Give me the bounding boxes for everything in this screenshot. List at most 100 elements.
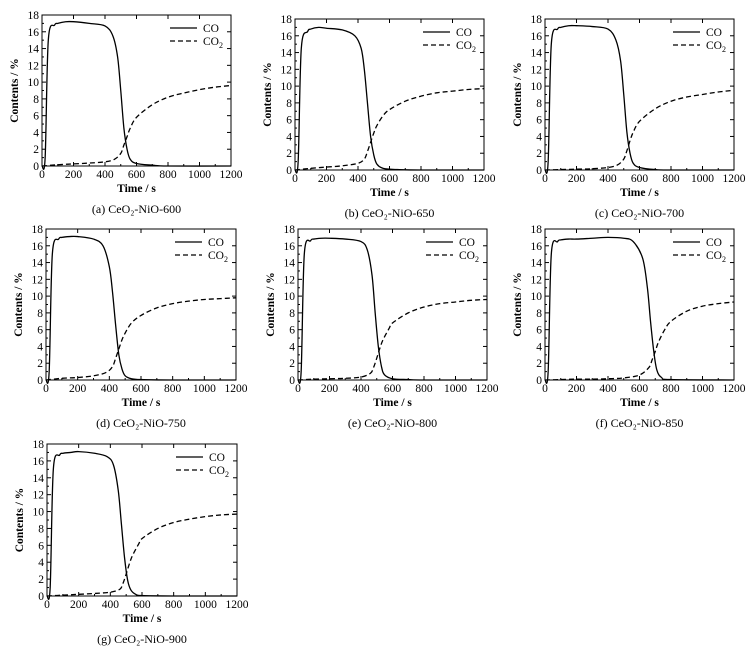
x-tick-label: 1000 [691,173,714,185]
y-tick-label: 12 [33,490,45,502]
y-tick-label: 14 [32,258,44,270]
y-tick-label: 8 [536,308,542,320]
legend-label: CO2 [706,250,726,264]
chart-panel: 0 200 400 600 800 1000 1200 0 2 4 6 8 10 12 14 16 18 Time… [13,224,248,430]
panel-caption: (d) CeO₂-NiO-750 [96,416,186,430]
x-tick-label: 1200 [723,173,746,185]
y-tick-label: 8 [286,98,292,110]
y-tick-label: 18 [28,10,40,22]
legend-label: CO [459,237,475,249]
y-tick-label: 2 [286,148,292,160]
y-tick-label: 16 [32,241,44,253]
y-tick-label: 8 [289,308,295,320]
legend-label: CO [706,237,722,249]
y-tick-label: 12 [28,60,40,72]
legend-label: CO [209,452,225,464]
y-tick-label: 10 [28,77,40,89]
x-tick-label: 200 [321,383,339,395]
legend-label: CO [203,23,219,35]
x-tick-label: 1000 [194,599,217,611]
chart-panel: 0 200 400 600 800 1000 1200 0 2 4 6 8 10 12 14 16 18 Time… [512,224,746,430]
y-tick-label: 6 [286,115,292,127]
panel-caption: (c) CeO₂-NiO-700 [595,206,684,220]
y-tick-label: 0 [286,165,292,177]
y-tick-label: 2 [38,574,44,586]
y-tick-label: 2 [536,148,542,160]
y-tick-label: 18 [531,224,543,236]
x-tick-label: 200 [69,383,87,395]
y-tick-label: 8 [37,308,43,320]
chart-panel: 0 200 400 600 800 1000 1200 0 2 4 6 8 10 12 14 16 18 Time… [262,14,496,220]
y-tick-label: 14 [33,473,45,485]
y-tick-label: 10 [531,81,543,93]
y-tick-label: 18 [33,439,45,451]
y-tick-label: 2 [33,144,39,156]
legend-label: CO [456,27,472,39]
series-co2-line [45,297,237,381]
y-tick-label: 10 [33,507,45,519]
series-co-line [297,237,488,384]
x-tick-label: 400 [96,169,114,181]
y-tick-label: 8 [38,523,44,535]
y-axis-label: Contents / % [13,272,25,337]
y-tick-label: 10 [284,291,296,303]
panel-caption: (b) CeO₂-NiO-650 [345,206,435,220]
x-tick-label: 800 [165,599,183,611]
x-tick-label: 600 [128,169,146,181]
y-tick-label: 12 [32,274,44,286]
x-tick-label: 800 [662,383,680,395]
y-tick-label: 14 [281,48,293,60]
y-tick-label: 10 [531,291,543,303]
y-axis-label: Contents / % [262,62,274,127]
y-tick-label: 18 [32,224,44,236]
x-tick-label: 200 [65,169,83,181]
y-tick-label: 14 [284,258,296,270]
x-tick-label: 400 [101,383,119,395]
x-tick-label: 1200 [225,383,248,395]
y-tick-label: 6 [37,325,43,337]
x-tick-label: 1000 [441,173,464,185]
y-tick-label: 18 [531,14,543,26]
series-co2-line [297,298,488,381]
x-tick-label: 600 [132,383,150,395]
y-tick-label: 16 [531,241,543,253]
legend-label: CO2 [456,40,476,54]
x-axis-label: Time / s [122,397,161,409]
x-tick-label: 600 [631,383,649,395]
legend-label: CO [706,27,722,39]
x-tick-label: 1200 [226,599,249,611]
y-tick-label: 0 [38,591,44,603]
y-tick-label: 2 [289,358,295,370]
x-axis-label: Time / s [370,187,409,199]
chart-panel: 0 200 400 600 800 1000 1200 0 2 4 6 8 10 12 14 16 18 Time… [14,439,249,646]
y-tick-label: 0 [536,375,542,387]
x-tick-label: 1000 [193,383,216,395]
y-tick-label: 4 [536,131,542,143]
y-tick-label: 12 [284,274,296,286]
y-tick-label: 6 [33,111,39,123]
y-tick-label: 12 [531,64,543,76]
x-tick-label: 0 [542,173,548,185]
x-tick-label: 600 [384,383,402,395]
chart-panel: 0 200 400 600 800 1000 1200 0 2 4 6 8 10 12 14 16 18 Time… [265,224,499,430]
x-tick-label: 0 [43,383,49,395]
x-tick-label: 400 [349,173,367,185]
y-tick-label: 0 [37,375,43,387]
x-tick-label: 200 [70,599,88,611]
x-axis-label: Time / s [373,397,412,409]
x-tick-label: 400 [352,383,370,395]
y-tick-label: 14 [531,48,543,60]
legend-label: CO2 [706,40,726,54]
y-tick-label: 16 [281,31,293,43]
x-axis-label: Time / s [117,183,156,195]
x-tick-label: 1200 [220,169,243,181]
x-tick-label: 1000 [444,383,467,395]
chart-panel: 0 200 400 600 800 1000 1200 0 2 4 6 8 10 12 14 16 18 Time… [512,14,746,220]
series-co2-line [544,301,735,381]
x-tick-label: 0 [44,599,50,611]
y-tick-label: 12 [531,274,543,286]
y-tick-label: 16 [531,31,543,43]
x-tick-label: 1200 [476,383,499,395]
legend-label: CO2 [209,465,229,479]
